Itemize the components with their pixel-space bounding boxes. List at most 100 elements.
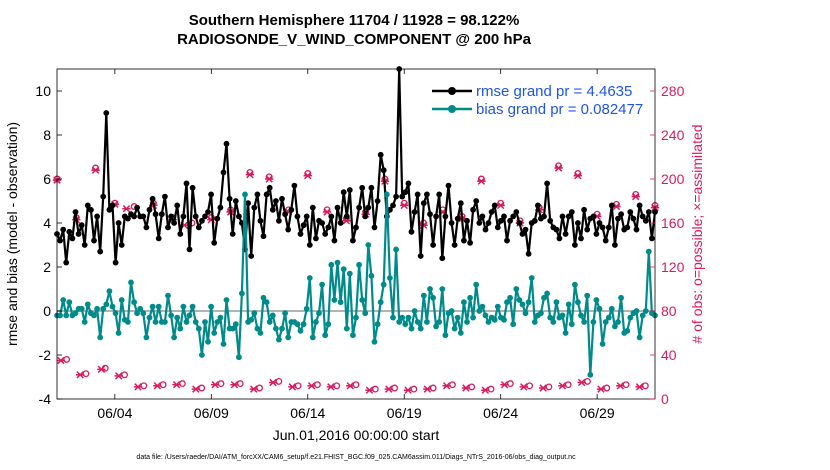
bias-point [454, 314, 461, 321]
rmse-point [411, 209, 418, 215]
bias-point [171, 334, 178, 341]
bias-point [254, 325, 261, 332]
bias-point [374, 321, 381, 328]
bias-point [402, 321, 409, 328]
rmse-point [482, 226, 489, 233]
x-tick-label: 06/09 [194, 405, 229, 421]
rmse-point [232, 198, 239, 204]
rmse-point [547, 217, 554, 224]
rmse-point [473, 198, 480, 204]
bias-point [260, 294, 267, 301]
rmse-point [195, 224, 202, 231]
obs-possible-point [140, 382, 148, 390]
bias-point [353, 314, 359, 321]
bias-point [57, 312, 63, 319]
bias-point [470, 314, 476, 321]
rmse-point [642, 217, 649, 224]
bias-point [531, 319, 538, 325]
bias-point [300, 321, 307, 328]
bias-point [383, 191, 390, 198]
rmse-point [417, 253, 424, 259]
rmse-point [596, 220, 603, 226]
y2-tick-label: 0 [661, 391, 669, 407]
rmse-point [162, 193, 168, 200]
rmse-point [402, 189, 409, 196]
obs-assimilated-point [573, 171, 582, 180]
y2-tick-label: 80 [661, 303, 677, 319]
rmse-point [565, 213, 572, 220]
bias-point [587, 371, 594, 378]
obs-possible-point [82, 370, 90, 378]
rmse-point [476, 220, 483, 226]
obs-possible-point [275, 377, 283, 385]
obs-assimilated-point [153, 382, 162, 390]
bias-point [590, 319, 597, 325]
rmse-point [408, 228, 415, 235]
rmse-point [84, 202, 91, 209]
bias-point [608, 305, 615, 312]
rmse-point [433, 213, 439, 220]
bias-point [334, 259, 341, 266]
bias-point [177, 325, 184, 332]
bias-point [229, 325, 236, 332]
rmse-point [488, 209, 495, 215]
bias-point [544, 290, 550, 297]
rmse-point [522, 226, 529, 233]
bias-point [242, 191, 248, 198]
obs-possible-point [313, 381, 321, 389]
bias-point [165, 292, 171, 299]
bias-point [578, 312, 584, 319]
rmse-point [276, 217, 282, 224]
bias-point [273, 325, 279, 332]
obs-possible-point [410, 385, 418, 393]
bias-point [417, 325, 424, 332]
bias-point [78, 305, 85, 312]
rmse-point [390, 202, 396, 209]
rmse-point [174, 202, 181, 209]
bias-point [162, 319, 168, 325]
obs-possible-point [352, 381, 360, 389]
rmse-point [189, 184, 196, 191]
rmse-point [368, 184, 375, 191]
rmse-point [374, 198, 381, 204]
obs-possible-point [217, 380, 225, 388]
rmse-point [556, 235, 563, 242]
rmse-point [633, 226, 640, 233]
rmse-point [118, 242, 125, 248]
bias-point [414, 319, 421, 325]
bias-point [337, 299, 344, 306]
bias-point [100, 305, 107, 312]
bias-point [448, 308, 455, 314]
obs-possible-point [487, 385, 495, 393]
bias-point [399, 314, 406, 321]
obs-assimilated-point [631, 192, 640, 201]
rmse-point [214, 215, 221, 222]
bias-point [396, 319, 403, 325]
bias-point [343, 325, 350, 332]
obs-assimilated-point [56, 356, 66, 365]
rmse-point [254, 191, 261, 198]
bias-point [575, 299, 581, 306]
rmse-point [168, 213, 175, 220]
rmse-point [81, 242, 88, 248]
rmse-point [541, 213, 547, 220]
rmse-point [467, 239, 473, 246]
rmse-point [306, 242, 313, 248]
bias-point [168, 312, 175, 319]
bias-point [365, 242, 372, 248]
bias-point [155, 303, 162, 310]
bias-point [84, 301, 91, 308]
obs-assimilated-point [519, 383, 528, 391]
bias-point [572, 281, 578, 288]
bias-point [615, 319, 621, 325]
rmse-point [350, 237, 356, 244]
rmse-point [75, 231, 82, 237]
rmse-point [248, 253, 255, 259]
legend-rmse-marker [448, 87, 456, 95]
bias-point [507, 294, 513, 301]
rmse-point [393, 193, 399, 200]
rmse-point [63, 259, 70, 266]
obs-assimilated-point [91, 166, 100, 174]
bias-point [596, 305, 603, 312]
rmse-point [66, 228, 73, 235]
